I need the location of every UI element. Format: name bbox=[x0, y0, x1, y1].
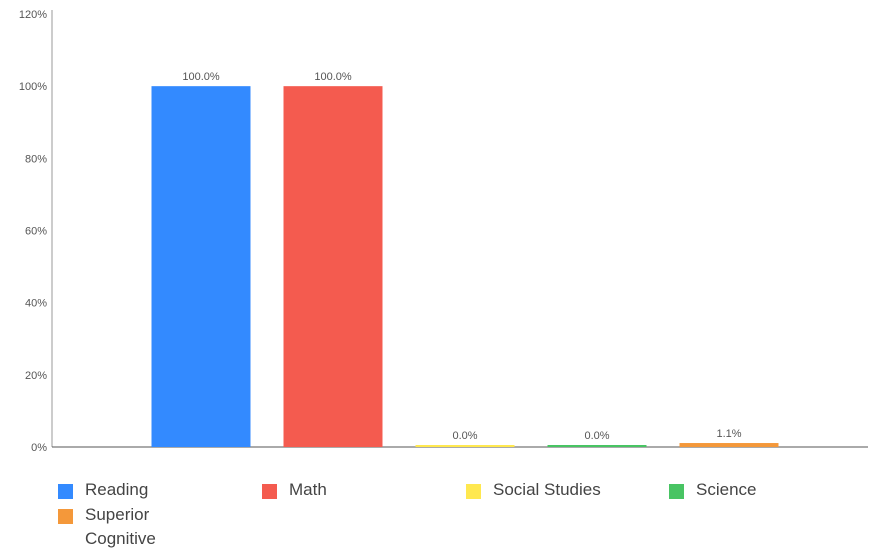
legend-item-science[interactable]: Science bbox=[669, 478, 756, 502]
legend-item-superior-cognitive[interactable]: Superior Cognitive bbox=[58, 503, 188, 551]
bar-science[interactable] bbox=[547, 445, 647, 447]
bar-math[interactable] bbox=[283, 86, 383, 448]
legend-swatch-math bbox=[262, 484, 277, 499]
y-tick-label: 80% bbox=[25, 153, 47, 165]
bar-reading[interactable] bbox=[151, 86, 251, 448]
y-axis-ticks: 0% 20% 40% 60% 80% 100% 120% bbox=[19, 9, 47, 454]
legend-item-social-studies[interactable]: Social Studies bbox=[466, 478, 601, 502]
y-tick-label: 0% bbox=[31, 442, 47, 454]
legend-swatch-science bbox=[669, 484, 684, 499]
legend-label-science: Science bbox=[696, 480, 757, 499]
bars-group bbox=[151, 86, 779, 448]
bar-social-studies[interactable] bbox=[415, 445, 515, 447]
legend-item-reading[interactable]: Reading bbox=[58, 478, 148, 502]
bar-value-label: 1.1% bbox=[716, 428, 741, 440]
legend-label-reading: Reading bbox=[85, 480, 149, 499]
bar-value-label: 100.0% bbox=[182, 71, 220, 83]
y-tick-label: 120% bbox=[19, 9, 47, 21]
legend-label-social-studies: Social Studies bbox=[493, 480, 601, 499]
y-tick-label: 40% bbox=[25, 298, 47, 310]
y-tick-label: 100% bbox=[19, 81, 47, 93]
legend-label-math: Math bbox=[289, 480, 327, 499]
bar-value-label: 100.0% bbox=[314, 71, 352, 83]
y-tick-label: 60% bbox=[25, 226, 47, 238]
bar-superior-cognitive[interactable] bbox=[679, 443, 779, 447]
legend-label-superior-cognitive: Superior Cognitive bbox=[85, 505, 156, 548]
legend-item-math[interactable]: Math bbox=[262, 478, 327, 502]
bar-value-label: 0.0% bbox=[452, 430, 477, 442]
y-tick-label: 20% bbox=[25, 370, 47, 382]
legend-swatch-reading bbox=[58, 484, 73, 499]
bar-value-label: 0.0% bbox=[584, 430, 609, 442]
data-labels-group: 100.0% 100.0% 0.0% 0.0% 1.1% bbox=[182, 71, 741, 442]
legend-swatch-superior-cognitive bbox=[58, 509, 73, 524]
legend-swatch-social-studies bbox=[466, 484, 481, 499]
